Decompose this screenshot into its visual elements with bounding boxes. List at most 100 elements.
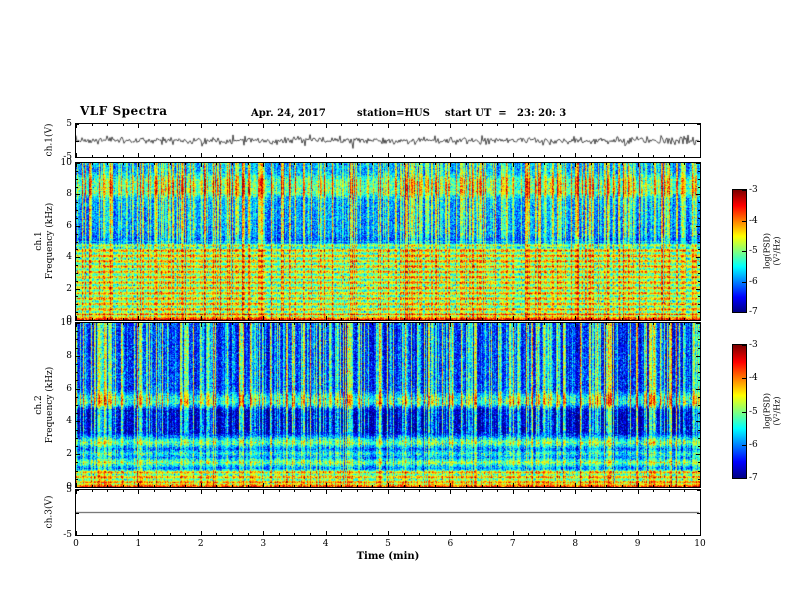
ch1-spectrogram-panel — [75, 162, 701, 321]
tick-mark — [310, 318, 311, 320]
tick-mark — [697, 157, 700, 158]
tick-mark — [638, 483, 639, 487]
tick-mark — [698, 372, 700, 373]
tick-mark — [669, 533, 670, 535]
tick-mark — [201, 531, 202, 535]
tick-mark — [497, 323, 498, 325]
tick-mark — [76, 531, 77, 535]
tick-mark — [497, 490, 498, 492]
tick-mark — [606, 533, 607, 535]
tick-mark — [92, 155, 93, 157]
tick-mark — [279, 163, 280, 165]
tick-mark — [92, 490, 93, 492]
x-tick-label: 10 — [694, 539, 706, 549]
tick-mark — [622, 163, 623, 165]
tick-mark — [575, 163, 576, 167]
tick-mark — [107, 533, 108, 535]
tick-mark — [248, 163, 249, 165]
tick-mark — [513, 163, 514, 167]
tick-mark — [560, 323, 561, 325]
tick-mark — [698, 249, 700, 250]
colorbar-tick-label: -4 — [749, 373, 758, 384]
time-axis-label: Time (min) — [356, 551, 420, 562]
tick-mark — [419, 155, 420, 157]
tick-mark — [698, 397, 700, 398]
tick-mark — [622, 155, 623, 157]
x-tick-label: 3 — [260, 539, 267, 549]
tick-mark — [638, 316, 639, 320]
tick-mark — [698, 296, 700, 297]
tick-mark — [544, 318, 545, 320]
tick-mark — [653, 124, 654, 126]
tick-mark — [404, 485, 405, 487]
tick-mark — [575, 531, 576, 535]
tick-mark — [419, 533, 420, 535]
tick-mark — [294, 533, 295, 535]
tick-mark — [279, 124, 280, 126]
tick-mark — [404, 490, 405, 492]
tick-mark — [76, 171, 78, 172]
tick-mark — [684, 318, 685, 320]
tick-mark — [435, 485, 436, 487]
tick-mark — [482, 323, 483, 325]
tick-mark — [170, 490, 171, 492]
tick-mark — [185, 155, 186, 157]
y-tick-label: 10 — [60, 318, 72, 328]
tick-mark — [107, 318, 108, 320]
tick-mark — [388, 163, 389, 167]
tick-mark — [419, 485, 420, 487]
tick-mark — [138, 153, 139, 157]
tick-mark — [435, 318, 436, 320]
tick-mark — [76, 323, 77, 327]
tick-mark — [263, 323, 264, 327]
y-tick-label: 4 — [66, 416, 72, 427]
tick-mark — [700, 316, 701, 320]
colorbar-tick-label: -6 — [749, 276, 758, 287]
tick-mark — [466, 490, 467, 492]
y-tick-label: 2 — [66, 283, 72, 294]
tick-mark — [450, 124, 451, 128]
tick-mark — [404, 323, 405, 325]
tick-mark — [170, 323, 171, 325]
y-tick-label: 8 — [66, 189, 72, 200]
tick-mark — [185, 533, 186, 535]
tick-mark — [123, 323, 124, 325]
tick-mark — [154, 163, 155, 165]
y-tick-label: -5 — [63, 152, 72, 162]
tick-mark — [497, 155, 498, 157]
tick-mark — [310, 155, 311, 157]
tick-mark — [138, 483, 139, 487]
tick-mark — [263, 316, 264, 320]
tick-mark — [450, 323, 451, 327]
tick-mark — [696, 356, 700, 357]
tick-mark — [482, 163, 483, 165]
tick-mark — [248, 124, 249, 126]
tick-mark — [216, 155, 217, 157]
tick-mark — [482, 124, 483, 126]
tick-mark — [310, 485, 311, 487]
tick-mark — [669, 124, 670, 126]
tick-mark — [698, 364, 700, 365]
y-tick-label: 8 — [66, 350, 72, 361]
tick-mark — [341, 323, 342, 325]
tick-mark — [388, 124, 389, 128]
tick-mark — [482, 533, 483, 535]
tick-mark — [341, 490, 342, 492]
tick-mark — [528, 124, 529, 126]
tick-mark — [107, 485, 108, 487]
tick-mark — [388, 531, 389, 535]
tick-mark — [170, 533, 171, 535]
tick-mark — [700, 323, 701, 327]
tick-mark — [697, 535, 700, 536]
tick-mark — [279, 318, 280, 320]
tick-mark — [216, 323, 217, 325]
tick-mark — [76, 202, 78, 203]
tick-mark — [185, 323, 186, 325]
tick-mark — [294, 485, 295, 487]
tick-mark — [76, 535, 79, 536]
tick-mark — [201, 316, 202, 320]
tick-mark — [248, 323, 249, 325]
tick-mark — [341, 318, 342, 320]
tick-mark — [591, 318, 592, 320]
tick-mark — [698, 430, 700, 431]
